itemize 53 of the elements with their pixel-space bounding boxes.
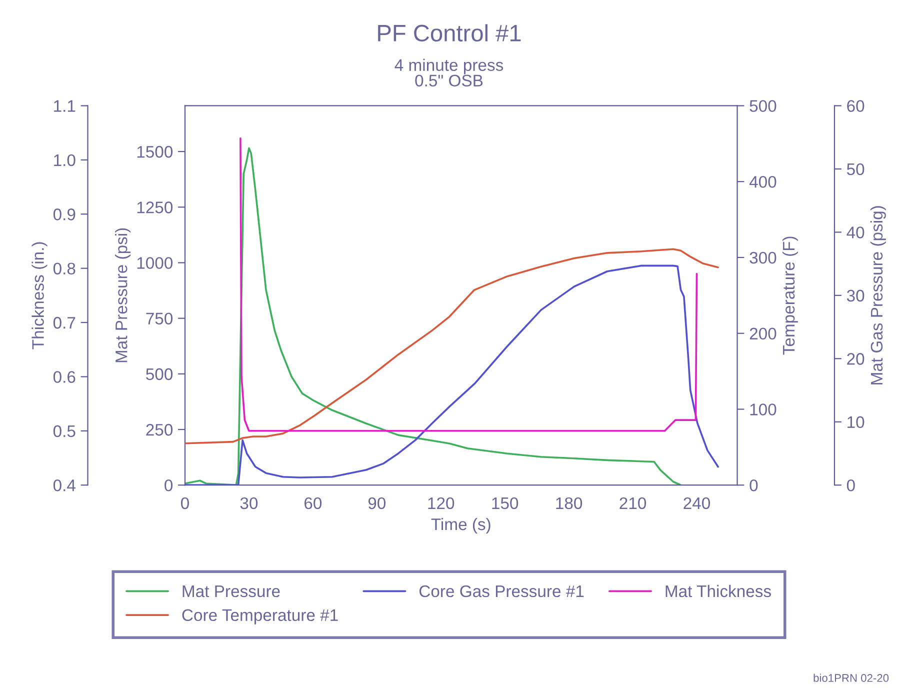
y3-tick-label: 20 bbox=[847, 353, 864, 365]
legend-label: Core Temperature #1 bbox=[182, 609, 338, 624]
x-tick-label: 90 bbox=[368, 497, 386, 510]
x-tick-label: 150 bbox=[492, 497, 518, 510]
y3-tick-label: 40 bbox=[846, 226, 864, 238]
legend-label: Mat Thickness bbox=[666, 584, 771, 598]
x-tick-label: 120 bbox=[428, 497, 454, 510]
x-tick-label: 60 bbox=[304, 497, 322, 510]
y2-tick-label: 100 bbox=[750, 404, 776, 416]
chart-title: PF Control #1 bbox=[378, 24, 521, 42]
y3-axis-title: Mat Gas Pressure (psig) bbox=[870, 206, 886, 384]
line-series bbox=[184, 248, 719, 444]
x-tick-label: 0 bbox=[181, 497, 189, 510]
x-axis-title: Time (s) bbox=[431, 518, 490, 534]
y-tick-label: 1000 bbox=[137, 257, 173, 269]
y3-tick-label: 50 bbox=[846, 163, 864, 176]
y-tick-label: 0.5 bbox=[53, 425, 76, 438]
y-tick-label: 1500 bbox=[137, 146, 173, 158]
y-tick-label: 0.9 bbox=[53, 208, 76, 220]
y-axis-title: Thickness (in.) bbox=[32, 242, 48, 350]
chart-subtitle: 4 minute press 0.5" OSB bbox=[394, 58, 504, 87]
y-tick-label: 0.4 bbox=[53, 479, 76, 492]
y2-tick-label: 300 bbox=[750, 252, 776, 264]
legend-label: Core Gas Pressure #1 bbox=[419, 585, 584, 598]
x-tick-label: 180 bbox=[556, 497, 582, 510]
y2-axis-title: Temperature (F) bbox=[782, 236, 798, 355]
y2-tick-label: 500 bbox=[750, 100, 776, 112]
y-tick-label: 750 bbox=[146, 312, 173, 325]
y3-tick-label: 0 bbox=[846, 479, 855, 492]
line-series bbox=[240, 137, 698, 432]
legend-label: Mat Pressure bbox=[182, 586, 280, 598]
y3-tick-label: 60 bbox=[847, 100, 864, 112]
y-tick-label: 500 bbox=[146, 368, 173, 380]
x-tick-label: 240 bbox=[684, 497, 710, 510]
y3-tick-label: 10 bbox=[848, 416, 864, 428]
y-axis-title: Mat Pressure (psi) bbox=[115, 228, 131, 362]
y-tick-label: 1.1 bbox=[54, 100, 76, 112]
y2-tick-label: 0 bbox=[750, 479, 758, 492]
y-tick-label: 1.0 bbox=[54, 154, 76, 166]
y2-tick-label: 200 bbox=[750, 328, 776, 340]
y-tick-label: 1250 bbox=[137, 202, 173, 214]
y3-tick-label: 30 bbox=[846, 290, 864, 302]
y-tick-label: 0 bbox=[164, 479, 173, 492]
line-series bbox=[184, 147, 682, 486]
y2-tick-label: 400 bbox=[749, 176, 776, 188]
x-tick-label: 210 bbox=[620, 497, 646, 510]
y-tick-label: 0.8 bbox=[53, 262, 76, 275]
y-tick-label: 250 bbox=[146, 424, 173, 436]
text: bio1PRN 02-20 bbox=[814, 674, 889, 682]
x-tick-label: 30 bbox=[240, 497, 258, 510]
line-series bbox=[184, 264, 719, 486]
y-tick-label: 0.7 bbox=[53, 316, 76, 329]
y-tick-label: 0.6 bbox=[53, 371, 76, 383]
